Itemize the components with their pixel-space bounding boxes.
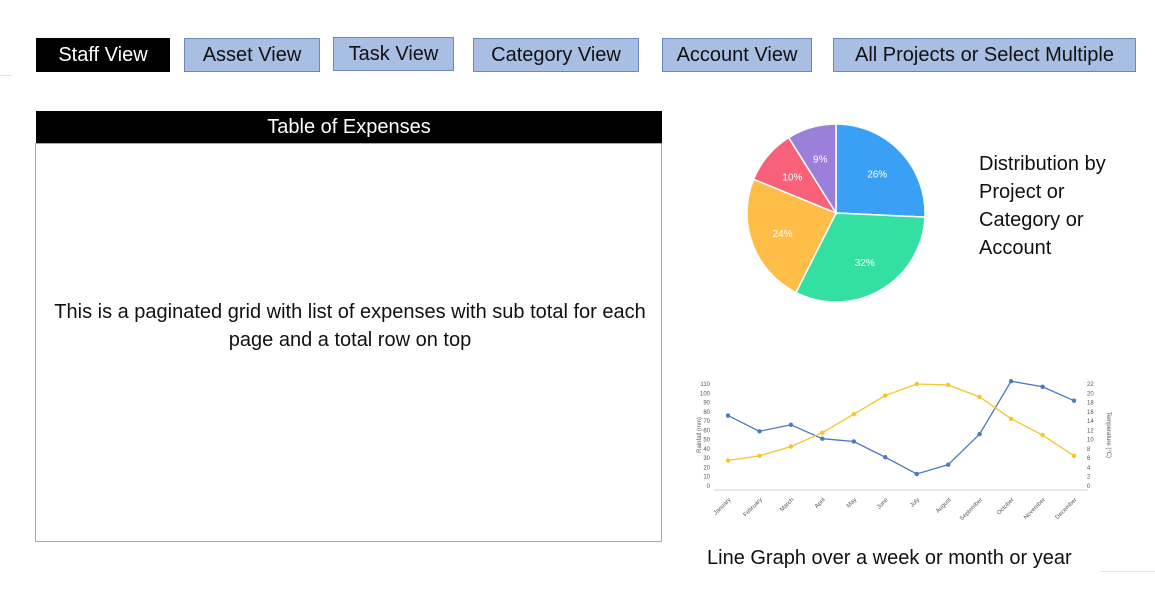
tab-asset-view[interactable]: Asset View — [184, 38, 320, 72]
y-right-tick-label: 22 — [1087, 382, 1094, 388]
rainfall-point — [883, 455, 888, 460]
tab-task-view[interactable]: Task View — [333, 37, 454, 71]
y-left-tick-label: 0 — [707, 484, 711, 490]
x-tick-label: May — [846, 497, 858, 509]
line-graph-caption: Line Graph over a week or month or year — [707, 547, 1072, 569]
rainfall-point — [914, 471, 919, 477]
y-right-tick-label: 18 — [1087, 401, 1094, 407]
x-tick-label: March — [779, 497, 795, 513]
x-tick-label: August — [935, 497, 953, 515]
y-left-tick-label: 20 — [703, 465, 710, 471]
y-right-tick-label: 16 — [1087, 410, 1094, 416]
rainfall-point — [1040, 384, 1045, 389]
temperature-point — [1008, 416, 1014, 421]
y-left-tick-label: 90 — [703, 401, 710, 407]
pie-slice-label: 24% — [773, 229, 793, 240]
rainfall-point — [788, 422, 794, 427]
y-left-tick-label: 60 — [703, 428, 710, 434]
y-right-tick-label: 10 — [1087, 438, 1094, 444]
tab-all-projects[interactable]: All Projects or Select Multiple — [833, 38, 1136, 72]
temperature-series-line — [727, 383, 1075, 462]
distribution-pie-chart: 26% 32% 24% 10% 9% — [746, 123, 926, 303]
temperature-point — [914, 381, 919, 387]
temperature-point — [851, 411, 857, 417]
y-left-tick-label: 50 — [703, 438, 710, 444]
rainfall-point — [945, 462, 951, 467]
rainfall-point — [1071, 398, 1077, 403]
y-right-tick-label: 12 — [1087, 428, 1094, 434]
rainfall-point — [851, 439, 857, 444]
y-right-tick-label: 20 — [1087, 391, 1094, 397]
line-graph: 0 10 20 30 40 50 60 70 80 90 100 110 0 2 4 6 8 10 12 14 16 18… — [690, 370, 1115, 530]
expenses-grid[interactable] — [35, 143, 662, 542]
pie-slice — [787, 123, 837, 216]
y-left-tick-label: 100 — [700, 391, 711, 397]
expenses-description: This is a paginated grid with list of ex… — [54, 301, 646, 351]
temperature-point — [1071, 453, 1077, 459]
y-right-tick-label: 4 — [1087, 465, 1091, 471]
temperature-point — [1040, 432, 1045, 438]
pie-slice — [794, 212, 926, 303]
y-left-tick-label: 80 — [703, 410, 710, 416]
y-right-axis-title: Temperature (°C) — [1105, 412, 1111, 458]
x-tick-label: January — [713, 497, 732, 516]
pie-slice-label: 32% — [855, 258, 875, 269]
y-right-tick-label: 2 — [1087, 475, 1091, 481]
tab-account-view[interactable]: Account View — [662, 38, 812, 72]
pie-slice — [835, 123, 926, 218]
tab-category-view[interactable]: Category View — [473, 38, 639, 72]
x-tick-label: December — [1055, 497, 1079, 521]
x-tick-label: June — [876, 497, 890, 511]
x-tick-label: July — [909, 497, 921, 509]
y-right-tick-label: 0 — [1087, 484, 1091, 490]
rainfall-point — [1008, 379, 1014, 384]
y-left-tick-label: 10 — [703, 475, 710, 481]
divider — [1100, 571, 1155, 572]
temperature-point — [945, 382, 951, 388]
x-tick-label: October — [996, 497, 1015, 516]
rainfall-point — [820, 436, 825, 441]
y-left-axis-title: Rainfall (mm) — [697, 417, 703, 453]
tab-staff-view[interactable]: Staff View — [36, 38, 170, 72]
y-left-tick-label: 30 — [703, 456, 710, 462]
rainfall-series-line — [727, 380, 1075, 475]
x-tick-label: April — [814, 497, 827, 510]
rainfall-point — [977, 431, 982, 437]
temperature-point — [788, 444, 794, 449]
temperature-point — [820, 430, 825, 435]
pie-slice-label: 10% — [782, 172, 802, 183]
x-tick-label: February — [743, 497, 764, 518]
rainfall-point — [757, 429, 762, 434]
x-tick-label: September — [959, 497, 984, 522]
temperature-point — [977, 394, 982, 400]
pie-slice-label: 26% — [867, 170, 887, 181]
x-tick-label: November — [1023, 497, 1047, 521]
y-left-tick-label: 110 — [700, 382, 710, 388]
pie-slice-label: 9% — [813, 154, 828, 165]
pie-slice — [746, 178, 838, 294]
y-right-tick-label: 14 — [1087, 419, 1094, 425]
temperature-point — [725, 458, 731, 463]
y-left-tick-label: 40 — [703, 447, 710, 453]
divider — [0, 75, 12, 76]
y-left-tick-label: 70 — [703, 419, 710, 425]
temperature-point — [757, 453, 762, 459]
pie-caption: Distribution by Project or Category or A… — [979, 153, 1106, 259]
temperature-point — [883, 393, 888, 398]
y-right-tick-label: 8 — [1087, 447, 1091, 453]
y-right-tick-label: 6 — [1087, 456, 1091, 462]
expenses-table-title: Table of Expenses — [36, 111, 662, 143]
rainfall-point — [725, 413, 731, 418]
